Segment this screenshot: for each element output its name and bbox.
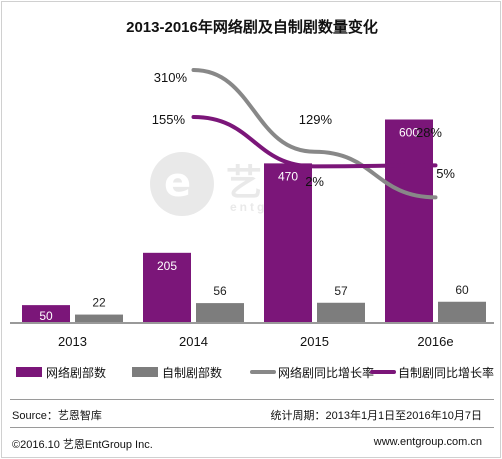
- chart-title: 2013-2016年网络剧及自制剧数量变化: [126, 19, 378, 36]
- bar-value-label: 205: [157, 259, 177, 273]
- legend-label-2: 网络剧同比增长率: [278, 365, 374, 380]
- legend-swatch-1: [132, 367, 158, 377]
- source-note: Source：艺恩智库: [12, 410, 102, 422]
- growth-label-web-2014: 310%: [154, 70, 188, 85]
- x-tick-label-2014: 2014: [179, 334, 208, 349]
- growth-label-self-2016e: 5%: [436, 166, 455, 181]
- growth-line-web: [191, 68, 438, 200]
- bar-value-label: 56: [213, 284, 227, 298]
- bar-web-2013: [22, 305, 70, 322]
- bar-self-2013: [75, 314, 123, 322]
- x-tick-label-2013: 2013: [58, 334, 87, 349]
- bar-web-2015: [264, 163, 312, 322]
- bar-self-2016e: [438, 301, 486, 322]
- bar-value-label: 57: [334, 284, 348, 298]
- bar-value-label: 470: [278, 169, 298, 183]
- growth-label-self-2014: 155%: [152, 112, 186, 127]
- growth-label-self-2015: 2%: [305, 174, 324, 189]
- bar-value-label: 22: [92, 296, 106, 310]
- bar-web-2016e: [385, 119, 433, 322]
- legend-label-3: 自制剧同比增长率: [398, 365, 494, 380]
- bar-value-label: 60: [455, 283, 469, 297]
- x-tick-label-2016e: 2016e: [417, 334, 453, 349]
- copyright-note: ©2016.10 艺恩EntGroup Inc.: [12, 439, 153, 451]
- bar-value-label: 600: [399, 126, 419, 140]
- legend-label-0: 网络剧部数: [46, 365, 106, 380]
- bar-self-2014: [196, 303, 244, 322]
- growth-line-self: [191, 115, 438, 169]
- legend-swatch-0: [16, 367, 42, 377]
- bar-self-2015: [317, 302, 365, 322]
- x-tick-label-2015: 2015: [300, 334, 329, 349]
- watermark-circle-icon: e: [150, 152, 214, 216]
- period-note: 统计周期：2013年1月1日至2016年10月7日: [270, 410, 482, 422]
- bar-web-2014: [143, 252, 191, 322]
- growth-label-web-2015: 129%: [299, 112, 333, 127]
- footer-divider-bottom: [10, 427, 494, 428]
- bar-value-label: 50: [39, 309, 53, 323]
- website-link[interactable]: www.entgroup.com.cn: [373, 436, 482, 448]
- footer-divider-top: [10, 399, 494, 400]
- chart-canvas: 50 205 470 600 22 56 57 60 2013 2014 2015 2016e 310%…: [10, 68, 494, 380]
- growth-label-web-2016e: 28%: [416, 125, 442, 140]
- watermark-letter: e: [164, 160, 192, 206]
- legend-label-1: 自制剧部数: [162, 365, 222, 380]
